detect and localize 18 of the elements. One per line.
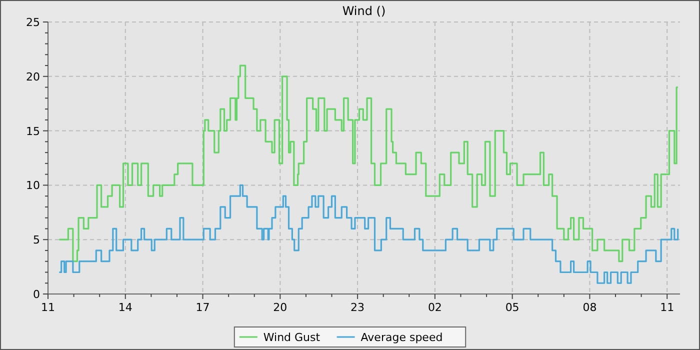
y-tick-label: 20: [26, 70, 40, 84]
legend-label: Wind Gust: [263, 331, 321, 344]
x-tick-label: 11: [41, 301, 55, 314]
x-tick-label: 20: [273, 301, 288, 314]
x-tick-label: 08: [582, 301, 597, 314]
y-tick-label: 10: [26, 179, 40, 192]
y-tick-label: 15: [26, 124, 40, 138]
x-tick-label: 05: [505, 301, 520, 314]
x-tick-label: 14: [118, 301, 132, 314]
chart-title: Wind (): [342, 4, 386, 18]
legend-label: Average speed: [360, 331, 443, 344]
x-tick-label: 11: [660, 301, 674, 314]
x-tick-label: 02: [428, 301, 442, 314]
x-tick-label: 23: [350, 301, 365, 314]
x-tick-label: 17: [196, 301, 210, 314]
y-tick-label: 0: [33, 288, 40, 301]
y-tick-label: 5: [33, 234, 40, 247]
y-tick-label: 25: [26, 16, 40, 29]
